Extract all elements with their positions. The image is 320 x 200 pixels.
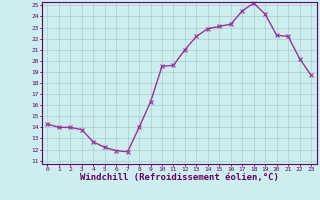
X-axis label: Windchill (Refroidissement éolien,°C): Windchill (Refroidissement éolien,°C) <box>80 173 279 182</box>
